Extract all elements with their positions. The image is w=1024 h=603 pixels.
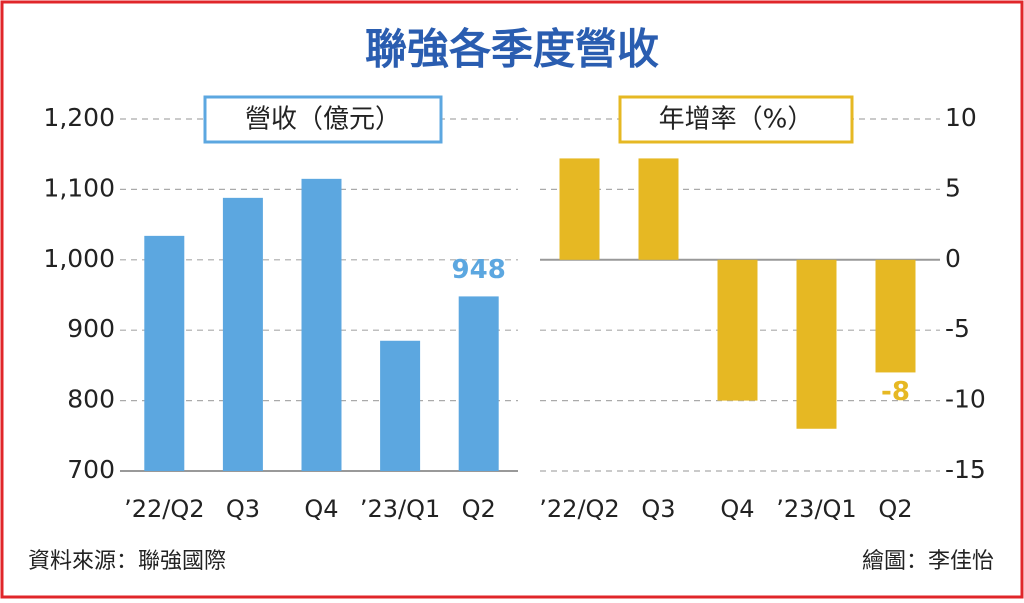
y-tick-label: -5 (945, 314, 970, 343)
bar (559, 158, 600, 260)
x-tick-label: ’23/Q1 (776, 495, 856, 523)
bar (144, 235, 185, 471)
chart-title: 聯強各季度營收 (365, 25, 659, 74)
y-tick-label: 10 (945, 103, 977, 132)
bar (222, 197, 263, 471)
x-tick-label: ’23/Q1 (360, 495, 440, 523)
x-tick-label: Q2 (878, 495, 912, 523)
x-tick-label: Q4 (304, 495, 338, 523)
y-tick-label: 1,200 (43, 103, 115, 132)
x-tick-label: Q3 (641, 495, 675, 523)
y-tick-label: 900 (67, 314, 115, 343)
bar (301, 178, 342, 471)
y-tick-label: 800 (67, 385, 115, 414)
credit: 繪圖：李佳怡 (862, 549, 994, 574)
axis-title-box (618, 95, 854, 144)
bar (380, 340, 421, 471)
bar (875, 259, 916, 373)
x-tick-label: Q4 (720, 495, 754, 523)
y-tick-label: -10 (945, 385, 986, 414)
y-tick-label: 5 (945, 173, 961, 202)
y-tick-label: 0 (945, 244, 961, 273)
x-tick-label: Q2 (462, 495, 496, 523)
bar (458, 296, 499, 471)
axis-title-box (203, 95, 443, 144)
x-tick-label: ’22/Q2 (539, 495, 619, 523)
axis-title: 年增率（%） (659, 105, 814, 135)
bar (796, 259, 837, 429)
axis-title: 營收（億元） (245, 105, 401, 135)
y-tick-label: 700 (67, 455, 115, 484)
source: 資料來源：聯強國際 (28, 549, 226, 574)
x-tick-label: Q3 (226, 495, 260, 523)
y-tick-label: 1,100 (43, 173, 115, 202)
bar (717, 259, 758, 401)
x-tick-label: ’22/Q2 (124, 495, 204, 523)
value-label: 948 (452, 255, 506, 285)
y-tick-label: -15 (945, 455, 986, 484)
bar (638, 158, 679, 260)
y-tick-label: 1,000 (43, 244, 115, 273)
value-label: -8 (881, 377, 910, 407)
